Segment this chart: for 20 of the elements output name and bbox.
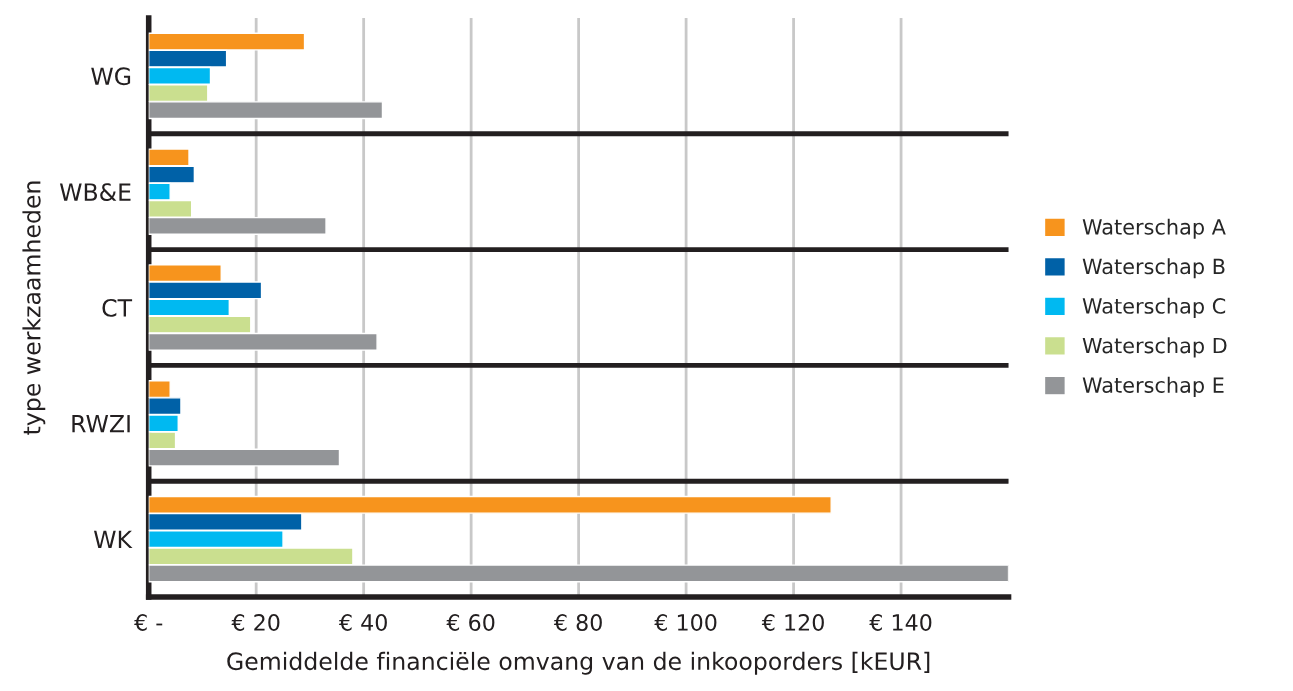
x-tick-label: € 20 (231, 614, 280, 631)
x-axis-title: Gemiddelde financiële omvang van de inkooporders [kEUR] (227, 651, 930, 675)
y-tick-label: WK (93, 530, 133, 549)
x-tick-label: € 80 (553, 614, 602, 631)
y-tick-label: WG (91, 67, 131, 86)
legend-label: Waterschap C (1082, 297, 1226, 318)
y-axis-title: type werkzaamheden (22, 181, 46, 435)
y-tick-label: CT (102, 298, 133, 317)
x-tick-label: € 60 (446, 614, 495, 631)
legend-label: Waterschap D (1082, 337, 1227, 358)
legend-label: Waterschap E (1082, 376, 1224, 397)
legend-label: Waterschap A (1082, 218, 1226, 239)
y-tick-label: WB&E (59, 183, 131, 201)
y-tick-label: RWZI (72, 415, 130, 433)
x-tick-label: € 40 (338, 614, 387, 631)
legend-label: Waterschap B (1082, 258, 1225, 279)
x-tick-label: € 140 (869, 614, 932, 631)
x-tick-label: € 120 (761, 614, 824, 631)
x-tick-label: € - (134, 614, 163, 631)
x-tick-label: € 100 (654, 614, 717, 631)
